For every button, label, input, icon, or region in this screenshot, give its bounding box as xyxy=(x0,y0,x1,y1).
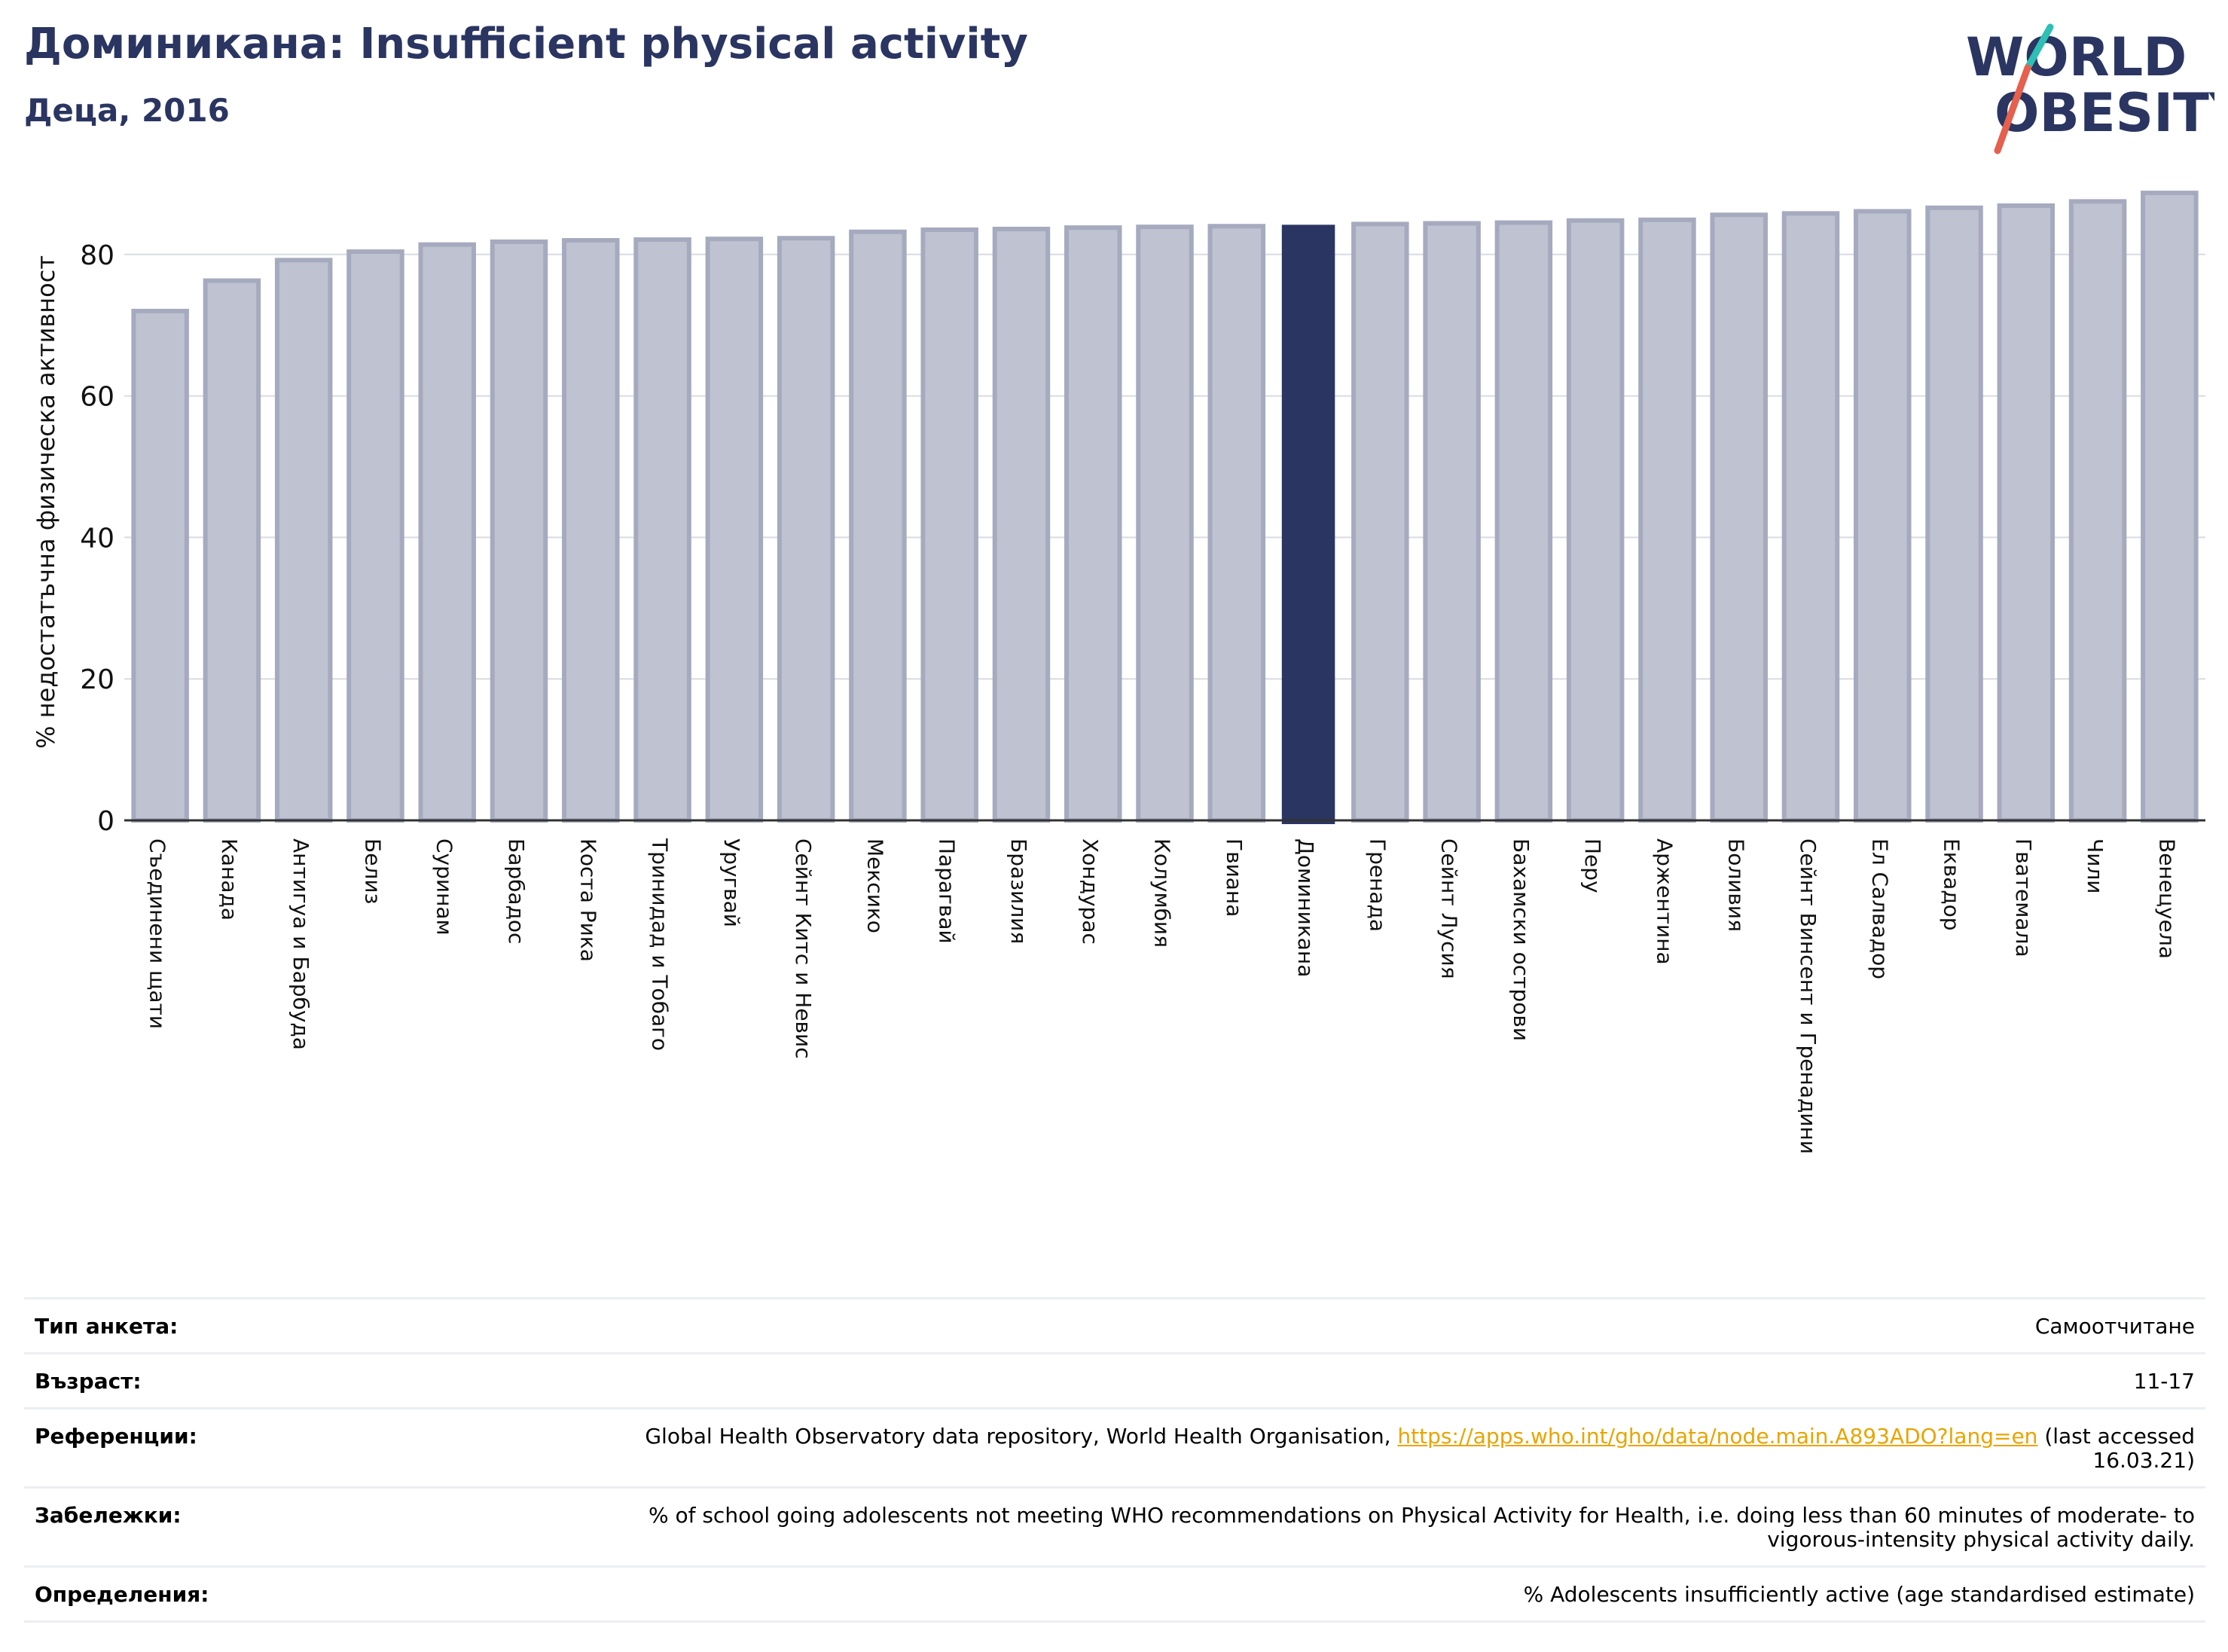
bar xyxy=(1638,217,1696,823)
x-tick-label: Гренада xyxy=(1365,838,1390,932)
logo-slash-teal xyxy=(2024,23,2054,72)
world-obesity-logo: WORLD OBESITY xyxy=(1958,21,2228,157)
bar xyxy=(490,239,548,823)
x-tick-label: Сейнт Китс и Невис xyxy=(791,838,816,1059)
bar xyxy=(1566,218,1625,823)
info-value: Global Health Observatory data repositor… xyxy=(643,1425,2195,1473)
bar xyxy=(562,238,620,823)
y-tick-label: 0 xyxy=(97,806,114,837)
x-tick-label: Перу xyxy=(1580,838,1605,893)
x-tick-label: Парагвай xyxy=(935,838,960,944)
y-tick-label: 40 xyxy=(80,523,114,554)
bar xyxy=(849,229,907,823)
bar xyxy=(1064,225,1122,823)
info-row-survey-type: Тип анкета: Самоотчитане xyxy=(24,1297,2205,1352)
bar xyxy=(1351,221,1409,823)
info-table: Тип анкета: Самоотчитане Възраст: 11-17 … xyxy=(24,1297,2205,1623)
bar xyxy=(1925,205,1983,823)
reference-accessed: (last accessed 16.03.21) xyxy=(2037,1424,2195,1473)
bar xyxy=(346,249,404,823)
bar xyxy=(777,236,835,823)
bar xyxy=(1494,220,1553,823)
info-row-references: Референции: Global Health Observatory da… xyxy=(24,1407,2205,1486)
x-tick-label: Венецуела xyxy=(2154,838,2179,959)
x-tick-label: Доминикана xyxy=(1293,838,1318,977)
bar xyxy=(1997,203,2056,823)
info-label: Определения: xyxy=(35,1582,209,1607)
x-tick-label: Канада xyxy=(217,838,242,921)
bar xyxy=(203,278,261,823)
bar xyxy=(1136,224,1194,823)
logo-line1: WORLD xyxy=(1966,26,2187,88)
bar xyxy=(1710,212,1768,823)
x-tick-label: Коста Рика xyxy=(575,838,600,962)
y-tick-label: 20 xyxy=(80,664,114,695)
bar xyxy=(992,226,1051,823)
x-tick-label: Съединени щати xyxy=(145,838,170,1029)
info-label: Възраст: xyxy=(35,1369,142,1394)
x-tick-label: Мексико xyxy=(862,838,887,933)
info-row-definitions: Определения: % Adolescents insufficientl… xyxy=(24,1565,2205,1623)
y-tick-label: 60 xyxy=(80,382,114,413)
x-tick-label: Гвиана xyxy=(1222,838,1247,917)
bar xyxy=(2068,199,2127,823)
x-tick-label: Тринидад и Тобаго xyxy=(648,838,673,1051)
info-label: Забележки: xyxy=(35,1503,182,1528)
info-row-age: Възраст: 11-17 xyxy=(24,1352,2205,1407)
bar xyxy=(1854,209,1912,823)
chart-subtitle: Деца, 2016 xyxy=(24,92,230,129)
bar xyxy=(418,242,476,823)
bar xyxy=(2141,191,2199,823)
logo-line2: OBESITY xyxy=(1995,82,2214,144)
x-tick-label: Хондурас xyxy=(1078,838,1103,945)
info-value: Самоотчитане xyxy=(2034,1314,2195,1339)
x-tick-label: Сейнт Лусия xyxy=(1437,838,1462,979)
chart-title: Доминикана: Insufficient physical activi… xyxy=(24,20,1028,69)
reference-text: Global Health Observatory data repositor… xyxy=(645,1424,1398,1449)
info-value: 11-17 xyxy=(2133,1369,2195,1394)
x-tick-label: Антигуа и Барбуда xyxy=(288,838,313,1050)
x-tick-label: Уругвай xyxy=(719,838,744,927)
bar xyxy=(1281,224,1335,824)
x-tick-label: Барбадос xyxy=(504,838,529,944)
x-tick-label: Еквадор xyxy=(1940,838,1964,931)
bar xyxy=(633,237,691,823)
y-axis-label: % недостатъчна физическа активност xyxy=(32,255,60,749)
bar xyxy=(705,237,764,823)
bar xyxy=(920,227,978,823)
reference-link[interactable]: https://apps.who.int/gho/data/node.main.… xyxy=(1397,1424,2038,1449)
x-tick-label: Аржентина xyxy=(1652,838,1677,965)
bar xyxy=(1207,224,1266,823)
x-tick-label: Гватемала xyxy=(2011,838,2036,957)
info-row-notes: Забележки: % of school going adolescents… xyxy=(24,1486,2205,1565)
x-tick-label: Чили xyxy=(2083,838,2107,894)
logo-slash-red xyxy=(1994,64,2031,154)
bar-chart: 0 20 40 60 80 % недостатъчна физическа активн… xyxy=(32,191,2205,1154)
bar xyxy=(1423,221,1481,823)
x-tick-label: Боливия xyxy=(1724,838,1749,932)
x-tick-label: Белиз xyxy=(360,838,385,904)
bar xyxy=(274,258,333,823)
x-tick-label: Ел Салвадор xyxy=(1867,838,1892,979)
x-tick-label: Колумбия xyxy=(1150,838,1175,948)
x-tick-label: Бахамски острови xyxy=(1509,838,1534,1041)
info-label: Референции: xyxy=(35,1424,197,1449)
x-tick-label: Бразилия xyxy=(1006,838,1031,944)
bar xyxy=(131,308,189,823)
info-label: Тип анкета: xyxy=(35,1314,179,1339)
x-tick-label: Суринам xyxy=(432,838,457,936)
bar xyxy=(1781,211,1840,823)
info-value: % of school going adolescents not meetin… xyxy=(648,1503,2195,1552)
info-value: % Adolescents insufficiently active (age… xyxy=(1523,1582,2195,1607)
y-tick-label: 80 xyxy=(80,240,114,271)
x-tick-label: Сейнт Винсент и Гренадини xyxy=(1796,838,1821,1154)
